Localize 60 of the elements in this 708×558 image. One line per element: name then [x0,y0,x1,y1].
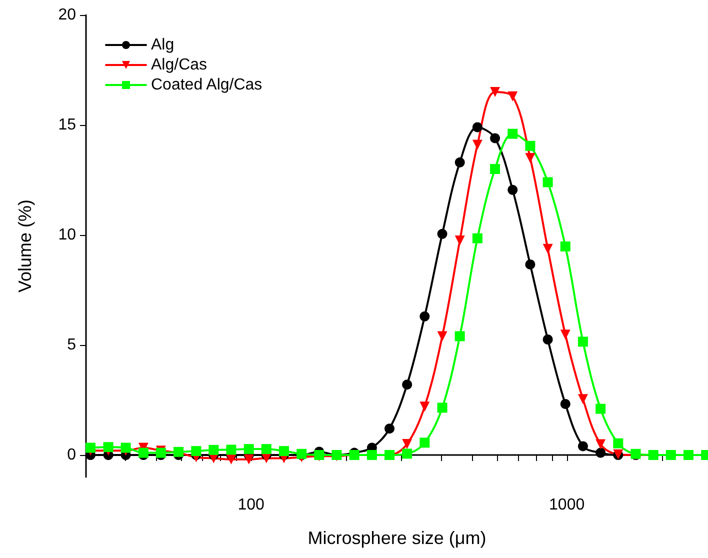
legend-label: Alg/Cas [151,56,208,74]
point [226,444,236,455]
y-tick-label: 0 [67,446,76,464]
x-tick-label: 1000 [549,496,585,514]
point [138,448,148,458]
point [578,394,588,404]
point [261,444,272,454]
point [508,128,518,139]
point [542,177,553,188]
point [454,157,465,168]
point [560,330,570,340]
point [490,133,500,144]
point [384,424,394,434]
point [420,311,430,322]
point [472,122,482,132]
point [596,448,606,458]
point [490,87,500,97]
point [525,140,536,151]
y-tick-label: 5 [67,336,76,354]
point [437,402,448,413]
point [402,439,412,449]
point [472,233,482,244]
y-tick-label: 20 [58,6,76,24]
point [244,454,254,464]
point [542,244,553,254]
x-axis-title: Microsphere size (μm) [308,528,486,548]
point [437,331,448,342]
point [191,446,202,456]
point [525,259,536,270]
point [596,439,606,450]
point [542,334,553,344]
point [454,331,465,342]
point [437,228,448,239]
point [525,153,536,163]
point [596,404,606,414]
point [226,454,236,464]
point [402,448,412,459]
point [508,91,518,102]
y-tick-label: 15 [58,116,76,134]
point [85,442,96,453]
point [420,402,430,412]
point [120,442,131,453]
legend-label: Coated Alg/Cas [151,76,262,94]
point [560,398,570,409]
y-tick-label: 10 [58,226,76,244]
point [578,441,588,452]
point [402,380,412,390]
legend-label: Alg [151,36,174,54]
point [508,184,518,195]
point [578,336,588,347]
x-tick-label: 100 [238,496,265,514]
point [208,444,219,455]
point [613,438,624,448]
point [420,438,430,448]
point [560,241,570,252]
point [244,444,254,454]
y-axis-title: Volume (%) [15,199,35,293]
point [472,140,482,150]
point [490,164,500,174]
point [454,236,465,246]
